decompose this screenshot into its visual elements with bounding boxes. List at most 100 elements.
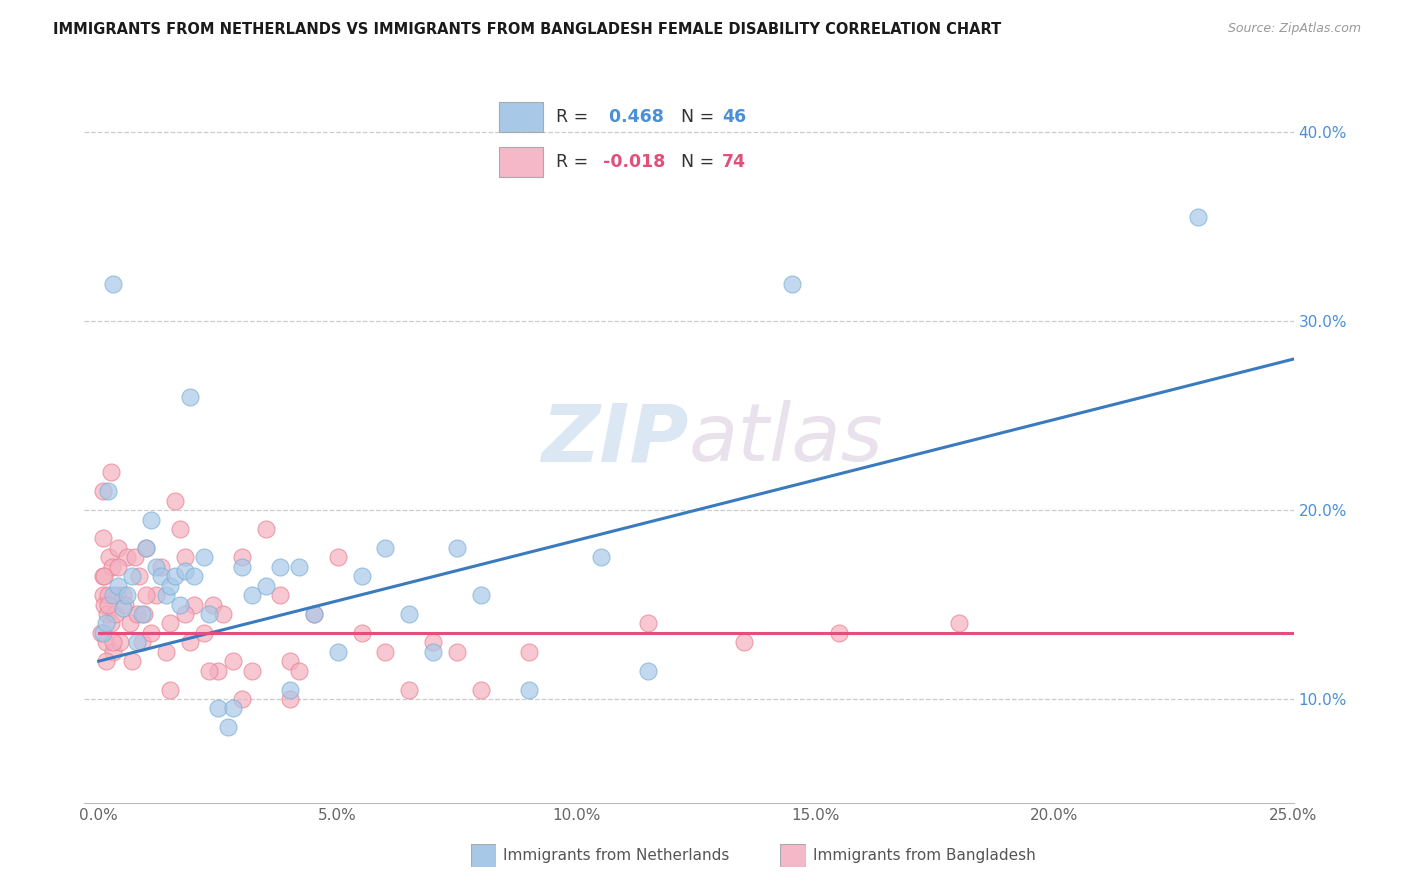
Point	[101, 559, 124, 574]
Point	[128, 569, 150, 583]
Point	[278, 654, 301, 668]
Point	[278, 682, 301, 697]
Point	[97, 598, 120, 612]
Point	[470, 588, 492, 602]
Point	[221, 701, 243, 715]
Point	[207, 701, 229, 715]
Point	[374, 541, 396, 555]
Point	[828, 625, 851, 640]
Point	[135, 541, 157, 555]
Point	[254, 522, 277, 536]
Point	[517, 645, 540, 659]
Point	[93, 569, 115, 583]
Point	[90, 625, 112, 640]
Point	[114, 598, 136, 612]
Point	[93, 569, 115, 583]
Point	[93, 484, 115, 499]
Point	[173, 564, 195, 578]
Text: Source: ZipAtlas.com: Source: ZipAtlas.com	[1227, 22, 1361, 36]
Point	[124, 550, 146, 565]
Point	[94, 635, 117, 649]
Point	[107, 541, 129, 555]
Point	[326, 550, 349, 565]
Point	[145, 588, 167, 602]
Point	[212, 607, 235, 621]
Point	[197, 607, 219, 621]
Point	[169, 522, 191, 536]
Point	[221, 654, 243, 668]
Point	[179, 635, 201, 649]
Point	[1187, 211, 1209, 225]
Point	[240, 588, 263, 602]
Point	[470, 682, 492, 697]
Point	[780, 277, 803, 291]
Point	[159, 579, 181, 593]
Point	[93, 625, 115, 640]
Point	[350, 569, 373, 583]
Point	[183, 598, 205, 612]
Point	[637, 616, 659, 631]
Point	[165, 493, 187, 508]
Point	[145, 559, 167, 574]
Point	[155, 645, 177, 659]
Point	[111, 601, 134, 615]
Point	[94, 654, 117, 668]
Point	[948, 616, 970, 631]
Point	[94, 616, 117, 631]
Point	[141, 625, 163, 640]
Point	[517, 682, 540, 697]
Point	[197, 664, 219, 678]
Point	[733, 635, 755, 649]
Point	[101, 635, 124, 649]
Point	[254, 579, 277, 593]
Point	[446, 541, 468, 555]
Point	[117, 550, 139, 565]
Point	[202, 598, 225, 612]
Text: Immigrants from Netherlands: Immigrants from Netherlands	[503, 848, 730, 863]
Point	[91, 532, 114, 546]
Point	[117, 588, 139, 602]
Point	[155, 588, 177, 602]
Point	[96, 607, 118, 621]
Point	[374, 645, 396, 659]
Point	[105, 588, 128, 602]
Point	[149, 569, 172, 583]
Point	[173, 550, 195, 565]
Point	[97, 588, 120, 602]
Point	[231, 550, 253, 565]
Point	[135, 541, 157, 555]
Text: Immigrants from Bangladesh: Immigrants from Bangladesh	[813, 848, 1035, 863]
Point	[217, 720, 239, 734]
Point	[193, 550, 215, 565]
Point	[326, 645, 349, 659]
Point	[398, 682, 420, 697]
Point	[231, 692, 253, 706]
Point	[589, 550, 612, 565]
Point	[100, 466, 122, 480]
Point	[288, 559, 311, 574]
Point	[104, 607, 127, 621]
Point	[97, 484, 120, 499]
Point	[269, 559, 291, 574]
Point	[101, 588, 124, 602]
Point	[135, 588, 157, 602]
Point	[207, 664, 229, 678]
Point	[121, 569, 143, 583]
Point	[231, 559, 253, 574]
Point	[118, 616, 141, 631]
Point	[179, 390, 201, 404]
Point	[269, 588, 291, 602]
Point	[132, 607, 155, 621]
Point	[446, 645, 468, 659]
Point	[125, 635, 148, 649]
Point	[108, 635, 131, 649]
Point	[193, 625, 215, 640]
Point	[173, 607, 195, 621]
Point	[422, 635, 444, 649]
Point	[100, 616, 122, 631]
Point	[288, 664, 311, 678]
Point	[637, 664, 659, 678]
Point	[125, 607, 148, 621]
Point	[159, 616, 181, 631]
Point	[302, 607, 325, 621]
